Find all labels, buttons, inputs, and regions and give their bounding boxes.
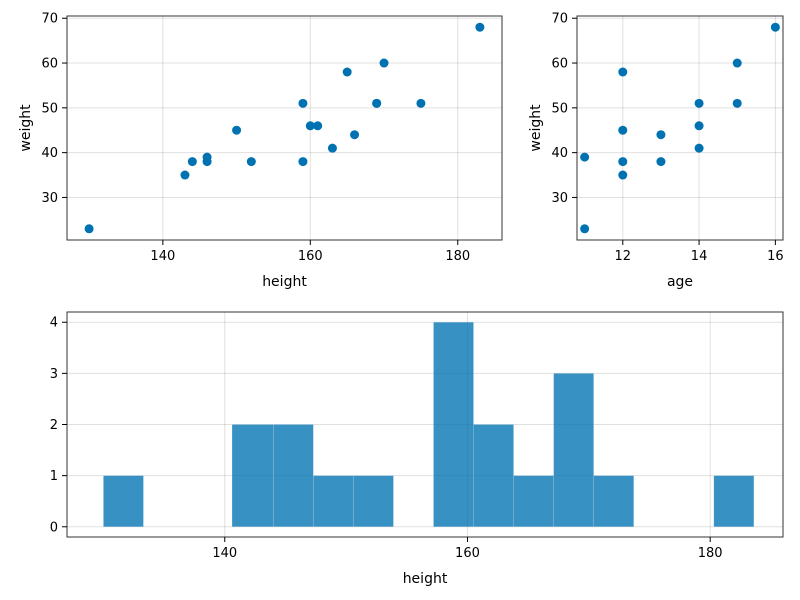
histogram-bar	[473, 424, 514, 528]
scatter-point	[298, 98, 308, 108]
histogram-bar	[593, 475, 634, 528]
chart-panel-1: 140 160 180 30 40 50 60 70 height weight	[18, 12, 503, 290]
scatter-point	[232, 125, 242, 135]
scatter-point	[84, 224, 94, 234]
scatter-point	[475, 22, 485, 32]
scatter-point	[694, 143, 704, 153]
y-tick-label: 1	[50, 469, 58, 484]
scatter-point	[246, 157, 256, 167]
scatter-point	[342, 67, 352, 77]
scatter-point	[305, 121, 315, 131]
x-tick-label: 160	[455, 546, 480, 561]
scatter-point	[770, 22, 780, 32]
histogram-bar	[433, 321, 474, 528]
scatter-point	[416, 98, 426, 108]
x-axis-label: height	[262, 274, 307, 290]
scatter-point	[656, 157, 666, 167]
y-tick-label: 70	[551, 12, 568, 27]
y-tick-label: 0	[50, 520, 58, 535]
y-tick-label: 30	[41, 191, 58, 206]
scatter-point	[202, 157, 212, 167]
scatter-point	[580, 224, 590, 234]
histogram-bar	[231, 424, 274, 528]
histogram-bar	[103, 475, 144, 528]
scatter-point	[298, 157, 308, 167]
y-tick-label: 40	[41, 146, 58, 161]
scatter-point	[694, 98, 704, 108]
y-tick-label: 30	[551, 191, 568, 206]
scatter-point	[350, 130, 360, 140]
x-axis-label: age	[667, 274, 693, 290]
y-axis-label: weight	[528, 104, 544, 152]
scatter-point	[327, 143, 337, 153]
scatter-point	[187, 157, 197, 167]
histogram-bar	[353, 475, 394, 528]
x-tick-label: 180	[445, 249, 470, 264]
scatter-point	[313, 121, 323, 131]
histogram-bar	[513, 475, 554, 528]
scatter-point	[618, 157, 628, 167]
histogram-bar	[553, 373, 594, 528]
x-tick-label: 160	[298, 249, 323, 264]
scatter-point	[580, 152, 590, 162]
scatter-point	[618, 170, 628, 180]
y-tick-label: 50	[551, 101, 568, 116]
histogram-bar	[313, 475, 354, 528]
scatter-point	[379, 58, 389, 68]
scatter-point	[732, 58, 742, 68]
y-tick-label: 4	[50, 316, 58, 331]
y-tick-label: 60	[41, 57, 58, 72]
scatter-point	[694, 121, 704, 131]
chart-panel-2: 12 14 16 30 40 50 60 70 age weight	[528, 12, 784, 290]
y-tick-label: 70	[41, 12, 58, 27]
x-tick-label: 16	[767, 249, 784, 264]
y-tick-label: 3	[50, 367, 58, 382]
histogram-bar	[713, 475, 755, 528]
scatter-point	[732, 98, 742, 108]
x-tick-label: 140	[150, 249, 175, 264]
x-tick-label: 14	[691, 249, 708, 264]
x-tick-label: 180	[698, 546, 723, 561]
chart-panel-3: 140 160 180 0 1 2 3 4 height	[50, 311, 784, 587]
y-tick-label: 40	[551, 146, 568, 161]
scatter-point	[618, 67, 628, 77]
scatter-point	[656, 130, 666, 140]
y-tick-label: 50	[41, 101, 58, 116]
y-tick-label: 60	[551, 57, 568, 72]
x-axis-label: height	[403, 571, 448, 587]
histogram-bar	[273, 424, 314, 528]
y-axis-label: weight	[18, 104, 34, 152]
y-tick-label: 2	[50, 418, 58, 433]
plot-frame	[576, 15, 784, 241]
scatter-point	[618, 125, 628, 135]
scatter-point	[180, 170, 190, 180]
x-tick-label: 140	[212, 546, 237, 561]
plot-frame	[66, 15, 503, 241]
x-tick-label: 12	[615, 249, 632, 264]
scatter-point	[372, 98, 382, 108]
